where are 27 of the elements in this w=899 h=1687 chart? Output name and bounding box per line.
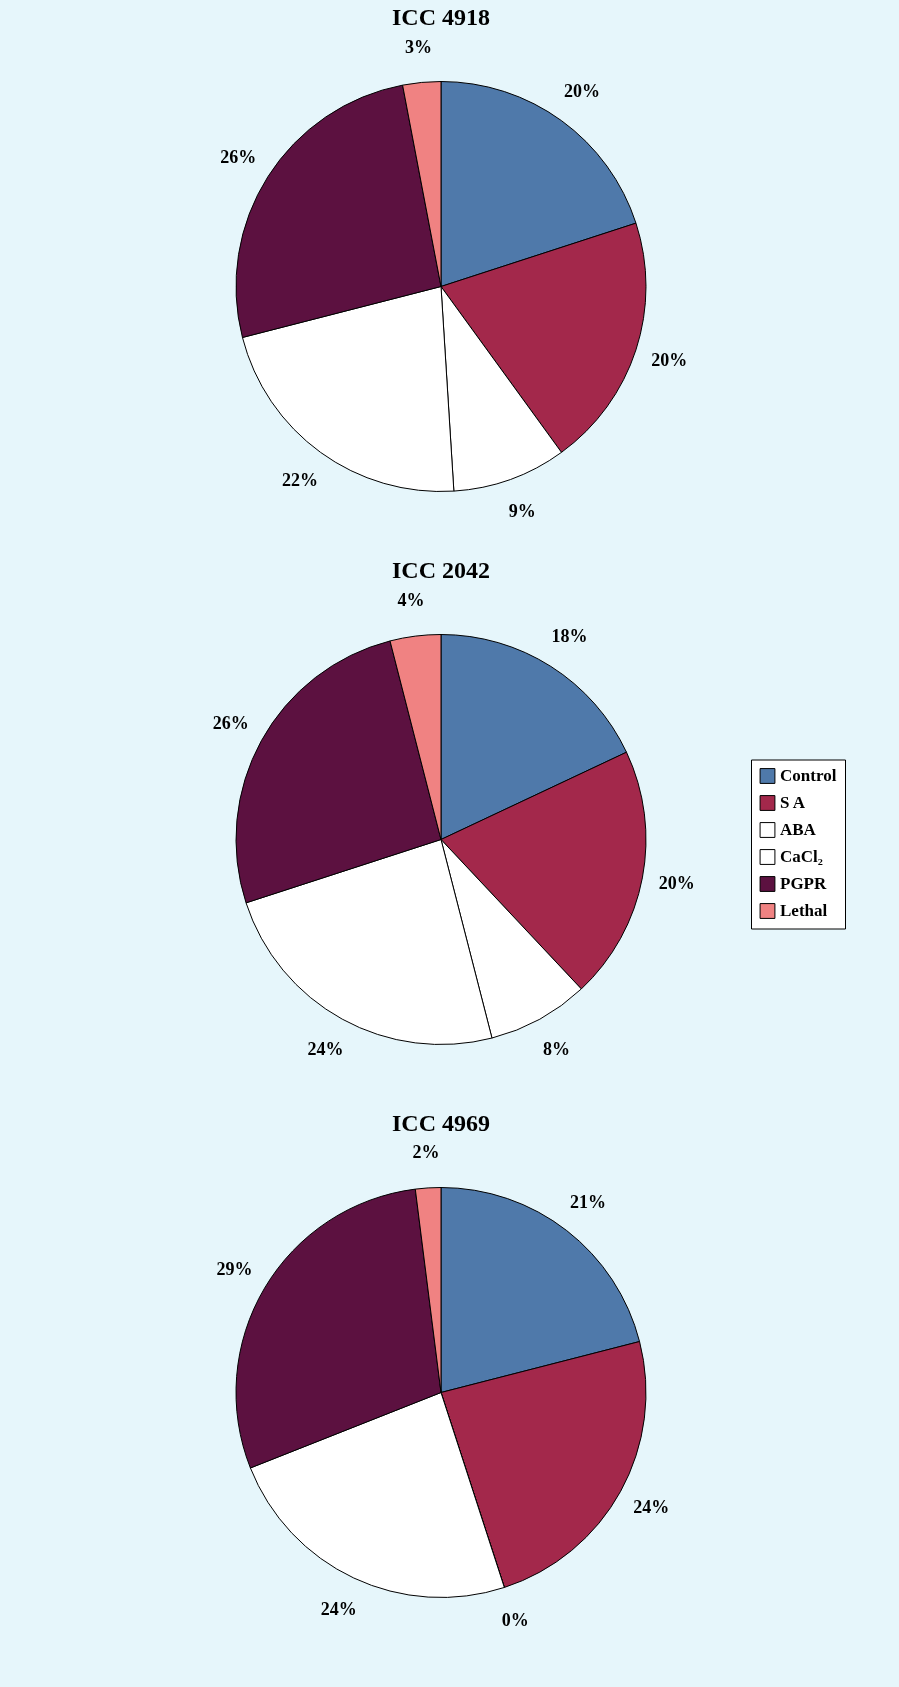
- data-label: 21%: [570, 1191, 607, 1212]
- chart-title: ICC 4969: [391, 1110, 491, 1136]
- data-label: 22%: [281, 469, 318, 490]
- legend-label: PGPR: [780, 874, 827, 893]
- data-label: 26%: [212, 712, 249, 733]
- data-label: 24%: [320, 1598, 357, 1619]
- text: 0%: [501, 1609, 529, 1630]
- legend-label: Control: [780, 766, 837, 785]
- data-label: 8%: [543, 1038, 571, 1059]
- legend-label: CaCl₂: [780, 847, 823, 866]
- chart-title: ICC 4918: [391, 4, 491, 30]
- data-label: 29%: [216, 1259, 253, 1280]
- data-label: 26%: [220, 146, 257, 167]
- data-label: 9%: [508, 501, 536, 522]
- data-label: 20%: [651, 349, 688, 370]
- data-label: 20%: [564, 81, 601, 102]
- data-label: 24%: [307, 1038, 344, 1059]
- chart-title: ICC 2042: [391, 557, 491, 583]
- data-label: 24%: [633, 1497, 670, 1518]
- data-label: 18%: [551, 625, 588, 646]
- data-label: 4%: [397, 590, 425, 611]
- data-label: 3%: [404, 36, 432, 57]
- legend-label: ABA: [780, 820, 817, 839]
- data-label: 20%: [658, 873, 695, 894]
- legend-label: Lethal: [780, 901, 828, 920]
- legend-label: S A: [780, 793, 806, 812]
- data-label: 2%: [412, 1141, 440, 1162]
